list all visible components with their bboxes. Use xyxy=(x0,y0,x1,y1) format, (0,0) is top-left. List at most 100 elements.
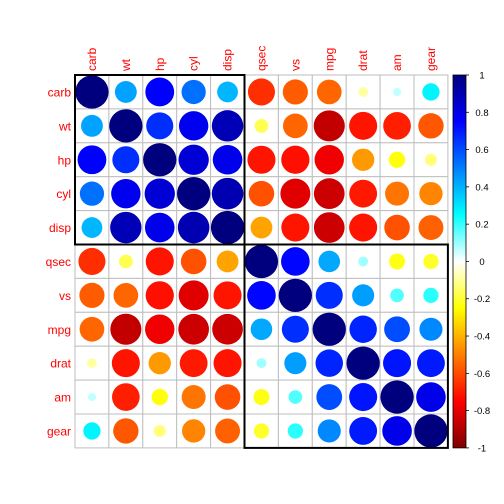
correlation-circle-carb-gear xyxy=(422,83,440,101)
colorbar-tick-label: 0.4 xyxy=(475,182,488,193)
correlation-circle-cyl-wt xyxy=(111,178,141,209)
correlation-circle-disp-hp xyxy=(144,212,175,243)
correlation-circle-hp-qsec xyxy=(247,145,276,174)
correlation-circle-wt-hp xyxy=(146,112,174,140)
correlation-circle-drat-carb xyxy=(86,358,97,369)
correlation-circle-cyl-carb xyxy=(79,181,105,206)
correlation-circle-hp-gear xyxy=(424,153,437,166)
column-label-disp: disp xyxy=(221,49,235,71)
correlation-circle-carb-disp xyxy=(217,81,238,103)
correlation-circle-carb-wt xyxy=(114,81,137,103)
correlation-circle-gear-disp xyxy=(215,418,241,444)
correlation-circle-mpg-cyl xyxy=(178,313,209,345)
correlation-circle-vs-mpg xyxy=(315,281,343,309)
correlation-circle-hp-wt xyxy=(112,146,140,174)
correlation-circle-disp-disp xyxy=(210,210,245,245)
correlation-circle-gear-hp xyxy=(153,424,166,437)
correlation-circle-hp-hp xyxy=(143,143,177,177)
colorbar: 1 0.8 0.6 0.4 0.2 0 -0.2 -0.4 -0.6 -0.8 -1 xyxy=(452,71,490,454)
correlation-circle-disp-carb xyxy=(81,217,103,238)
cluster-box-2 xyxy=(243,243,449,449)
row-label-wt: wt xyxy=(58,119,72,133)
correlation-circle-am-wt xyxy=(112,383,140,411)
correlation-circle-drat-wt xyxy=(111,349,140,378)
correlation-circle-hp-cyl xyxy=(178,144,209,175)
correlation-circles xyxy=(75,75,448,448)
column-label-vs: vs xyxy=(288,59,302,71)
correlation-circle-vs-qsec xyxy=(247,281,276,310)
correlation-circle-gear-cyl xyxy=(182,419,206,443)
correlation-circle-cyl-drat xyxy=(349,179,378,208)
correlation-circle-am-vs xyxy=(288,390,303,404)
correlation-circle-vs-am xyxy=(390,288,404,303)
correlation-circle-drat-cyl xyxy=(179,349,208,378)
correlation-circle-disp-qsec xyxy=(250,216,273,239)
colorbar-tick-label: 0.8 xyxy=(475,108,488,119)
correlation-circle-qsec-drat xyxy=(358,256,369,267)
correlation-circle-gear-carb xyxy=(83,422,101,440)
correlation-circle-qsec-qsec xyxy=(244,244,279,279)
colorbar-scale xyxy=(452,74,467,449)
row-label-hp: hp xyxy=(58,153,72,167)
correlation-circle-wt-gear xyxy=(418,113,444,139)
correlation-circle-mpg-am xyxy=(384,316,410,343)
correlation-circle-am-hp xyxy=(151,388,168,406)
correlation-circle-hp-drat xyxy=(351,148,375,171)
correlation-circle-mpg-carb xyxy=(79,316,105,342)
colorbar-tick-label: 0.2 xyxy=(475,220,488,231)
correlation-circle-qsec-mpg xyxy=(318,250,341,273)
correlation-circle-vs-gear xyxy=(423,287,439,303)
colorbar-tick-label: -0.6 xyxy=(474,369,490,380)
correlation-circle-hp-disp xyxy=(212,144,243,175)
grid-cell xyxy=(413,277,449,313)
correlation-circle-wt-vs xyxy=(283,113,308,139)
row-label-gear: gear xyxy=(47,424,71,438)
row-label-vs: vs xyxy=(59,289,71,303)
column-label-carb: carb xyxy=(85,47,99,71)
correlation-circle-mpg-gear xyxy=(419,317,443,341)
row-label-disp: disp xyxy=(49,221,71,235)
correlation-circle-wt-disp xyxy=(211,110,244,142)
correlation-circle-gear-mpg xyxy=(317,419,341,443)
colorbar-tick-label: -0.8 xyxy=(474,406,490,417)
correlation-circle-gear-wt xyxy=(113,418,139,444)
correlation-circle-cyl-disp xyxy=(211,177,244,210)
row-label-cyl: cyl xyxy=(56,187,71,201)
correlation-circle-carb-hp xyxy=(145,77,175,107)
correlation-circle-drat-disp xyxy=(213,349,242,378)
correlation-circle-mpg-wt xyxy=(110,313,142,345)
correlation-circle-gear-am xyxy=(382,416,412,446)
row-labels: carb wt hp cyl disp qsec vs mpg drat am gear xyxy=(46,85,72,438)
correlation-circle-hp-vs xyxy=(281,145,310,174)
correlation-circle-drat-hp xyxy=(148,351,171,375)
correlation-circle-wt-mpg xyxy=(313,110,345,142)
correlation-circle-am-gear xyxy=(416,382,446,412)
correlation-circle-am-drat xyxy=(349,383,378,412)
correlation-circle-mpg-drat xyxy=(349,315,377,343)
correlation-circle-vs-disp xyxy=(213,281,242,310)
correlation-circle-cyl-hp xyxy=(144,178,175,209)
correlation-circle-qsec-hp xyxy=(145,247,174,276)
correlation-circle-qsec-am xyxy=(389,253,406,270)
colorbar-tick-label: 0.6 xyxy=(475,145,488,156)
row-label-carb: carb xyxy=(48,85,72,99)
correlation-circle-qsec-gear xyxy=(423,253,439,270)
correlation-circle-wt-cyl xyxy=(178,111,209,141)
correlation-circle-qsec-cyl xyxy=(180,248,207,275)
correlation-circle-gear-qsec xyxy=(253,423,270,439)
correlation-circle-vs-drat xyxy=(352,284,375,307)
correlation-circle-mpg-vs xyxy=(281,315,309,343)
correlation-circle-hp-mpg xyxy=(314,145,344,175)
colorbar-tick-label: 1 xyxy=(479,71,484,82)
correlation-circle-carb-qsec xyxy=(247,78,275,106)
correlation-circle-hp-carb xyxy=(77,145,107,175)
correlation-circle-disp-am xyxy=(384,214,410,241)
correlation-circle-wt-wt xyxy=(109,109,143,143)
cluster-box-1 xyxy=(74,74,246,246)
column-label-gear: gear xyxy=(424,47,438,71)
correlation-circle-vs-cyl xyxy=(178,280,209,311)
correlation-circle-gear-gear xyxy=(414,414,448,448)
correlation-circle-qsec-vs xyxy=(281,247,310,276)
column-label-am: am xyxy=(390,54,404,71)
